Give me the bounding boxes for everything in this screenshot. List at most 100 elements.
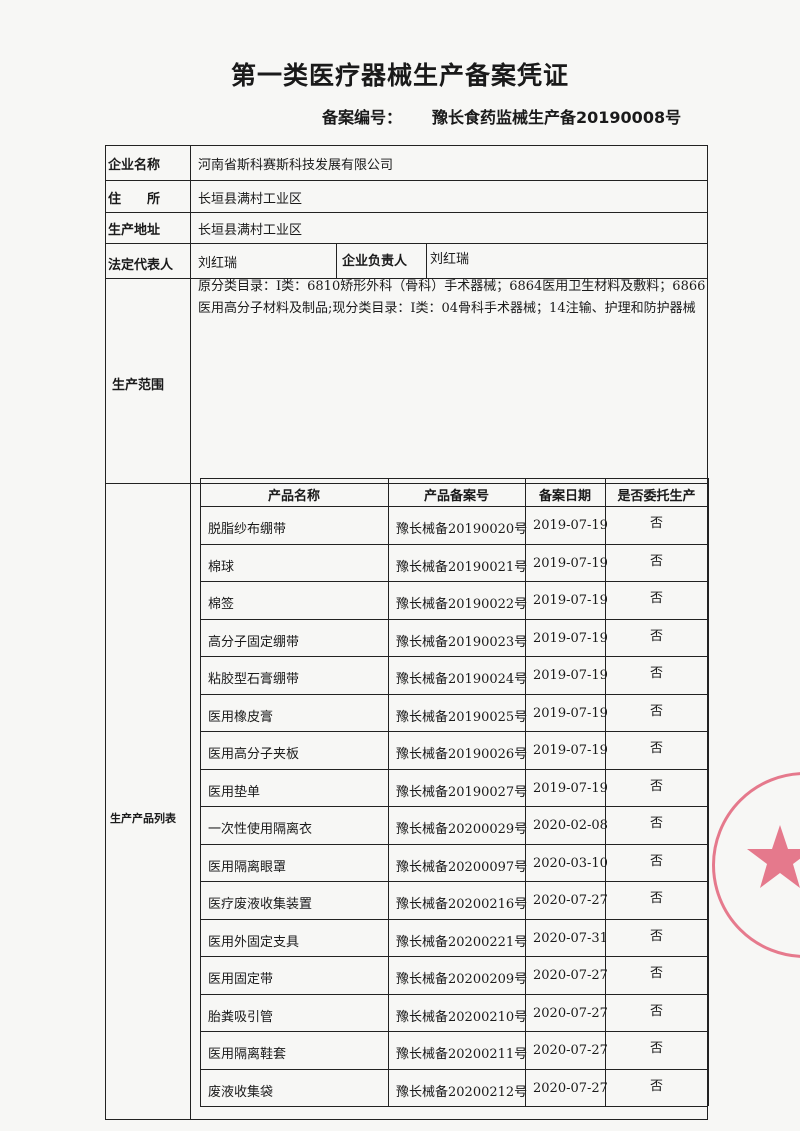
grid-line (200, 543, 708, 545)
product-number: 豫长械备20200216号 (396, 897, 528, 912)
product-number: 豫长械备20190024号 (396, 672, 528, 687)
grid-line (525, 478, 526, 1106)
company-value: 河南省斯科赛斯科技发展有限公司 (198, 158, 394, 173)
grid-line (200, 581, 708, 582)
product-entrusted: 否 (649, 1041, 663, 1056)
product-date: 2020-07-27 (533, 968, 608, 983)
grid-line (200, 881, 708, 882)
product-name: 棉球 (208, 559, 235, 575)
divider (105, 278, 708, 279)
product-entrusted: 否 (649, 666, 663, 681)
divider (105, 180, 708, 181)
product-entrusted: 否 (649, 966, 663, 981)
product-date: 2020-07-27 (533, 893, 608, 908)
product-number: 豫长械备20190021号 (396, 559, 528, 575)
grid-line (200, 618, 708, 620)
column-header: 产品备案号 (423, 489, 489, 504)
grid-line (200, 806, 708, 807)
product-name: 医用高分子夹板 (208, 747, 300, 762)
address-value: 长垣县满村工业区 (198, 192, 303, 207)
product-name: 粘胶型石膏绷带 (208, 672, 300, 687)
divider (336, 243, 337, 278)
grid-line (200, 478, 708, 479)
product-date: 2019-07-19 (533, 668, 608, 683)
product-entrusted: 否 (649, 1078, 663, 1094)
product-entrusted: 否 (649, 928, 663, 944)
grid-line (200, 1068, 708, 1070)
product-name: 脱脂纱布绷带 (208, 522, 287, 537)
product-name: 医用垫单 (208, 784, 261, 800)
product-date: 2020-07-27 (533, 1005, 608, 1021)
grid-line (200, 478, 201, 1106)
product-entrusted: 否 (649, 628, 663, 644)
product-entrusted: 否 (649, 741, 663, 756)
product-number: 豫长械备20200211号 (396, 1047, 528, 1062)
address-label: 住 所 (108, 192, 161, 207)
product-entrusted: 否 (649, 816, 663, 831)
product-number: 豫长械备20200209号 (396, 972, 528, 987)
document-title: 第一类医疗器械生产备案凭证 (230, 61, 569, 90)
product-name: 一次性使用隔离衣 (208, 822, 313, 837)
product-number: 豫长械备20200029号 (396, 822, 528, 837)
divider (190, 145, 191, 1120)
grid-line (388, 478, 389, 1106)
grid-line (200, 656, 708, 657)
column-header: 备案日期 (538, 489, 591, 504)
product-number: 豫长械备20190020号 (396, 522, 528, 537)
grid-line (708, 478, 709, 1106)
grid-line (200, 693, 708, 695)
legal-rep-label: 法定代表人 (108, 258, 174, 273)
site-label: 生产地址 (108, 223, 161, 238)
head-label: 企业负责人 (342, 254, 408, 269)
product-name: 医疗废液收集装置 (208, 897, 313, 912)
product-number: 豫长械备20190025号 (396, 709, 528, 725)
product-date: 2019-07-19 (533, 518, 608, 533)
product-number: 豫长械备20200212号 (396, 1084, 528, 1100)
product-date: 2019-07-19 (533, 555, 608, 571)
official-seal (712, 772, 800, 958)
product-date: 2020-03-10 (533, 855, 608, 871)
product-entrusted: 否 (649, 891, 663, 906)
products-label: 生产产品列表 (110, 812, 176, 825)
product-number: 豫长械备20200221号 (396, 934, 528, 950)
registration-label: 备案编号： (322, 108, 403, 127)
product-entrusted: 否 (649, 703, 663, 719)
product-name: 废液收集袋 (208, 1084, 274, 1100)
product-number: 豫长械备20190027号 (396, 784, 528, 800)
product-date: 2020-02-08 (533, 818, 608, 833)
divider (426, 243, 427, 278)
product-number: 豫长械备20200097号 (396, 859, 528, 875)
product-date: 2020-07-27 (533, 1043, 608, 1058)
registration-value: 豫长食药监械生产备20190008号 (432, 108, 682, 127)
product-entrusted: 否 (649, 853, 663, 869)
product-date: 2019-07-19 (533, 630, 608, 646)
column-header: 产品名称 (267, 489, 320, 504)
product-name: 医用隔离鞋套 (208, 1047, 287, 1062)
info-table (105, 145, 708, 1120)
product-name: 医用橡皮膏 (208, 709, 274, 725)
product-name: 棉签 (208, 597, 235, 612)
product-name: 医用外固定支具 (208, 934, 300, 950)
product-entrusted: 否 (649, 778, 663, 794)
divider (105, 243, 708, 244)
grid-line (200, 506, 708, 507)
product-number: 豫长械备20190022号 (396, 597, 528, 612)
product-entrusted: 否 (649, 1003, 663, 1019)
column-header: 是否委托生产 (617, 489, 696, 504)
product-number: 豫长械备20190023号 (396, 634, 528, 650)
product-date: 2019-07-19 (533, 780, 608, 796)
grid-line (200, 956, 708, 957)
star-icon (747, 825, 800, 888)
product-date: 2020-07-31 (533, 930, 608, 946)
product-name: 高分子固定绷带 (208, 634, 300, 650)
grid-line (200, 993, 708, 995)
grid-line (200, 843, 708, 845)
product-entrusted: 否 (649, 591, 663, 606)
product-date: 2019-07-19 (533, 705, 608, 721)
product-number: 豫长械备20190026号 (396, 747, 528, 762)
grid-line (200, 918, 708, 920)
grid-line (605, 478, 606, 1106)
product-date: 2019-07-19 (533, 593, 608, 608)
head-value: 刘红瑞 (430, 252, 470, 267)
product-date: 2019-07-19 (533, 743, 608, 758)
